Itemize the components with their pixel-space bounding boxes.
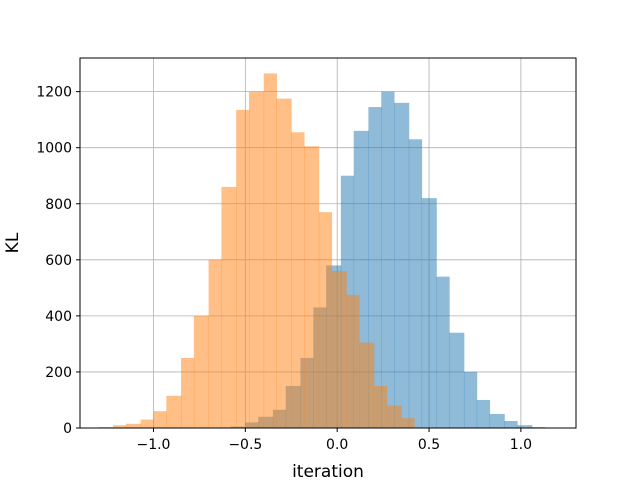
histogram-bar	[504, 420, 518, 428]
histogram-bar	[359, 342, 375, 428]
histogram-bar	[421, 198, 437, 428]
y-tick-label: 1000	[36, 141, 72, 157]
histogram-bar	[263, 73, 277, 429]
x-tick-label: −1.0	[136, 437, 170, 453]
histogram-bar	[373, 385, 388, 428]
axis-ticks: −1.0 −0.5 0.0 0.5 1.0 0 200 400 600 800 1000 1200	[36, 85, 532, 453]
y-tick-label: 200	[45, 365, 72, 381]
x-tick-label: 0.0	[326, 437, 348, 453]
x-tick-label: −0.5	[228, 437, 262, 453]
y-tick-label: 800	[45, 197, 72, 213]
histogram-bar	[221, 186, 237, 428]
y-tick-label: 400	[45, 309, 72, 325]
histogram-bar	[401, 418, 415, 428]
plot-frame	[79, 57, 577, 429]
histogram-bar	[125, 423, 142, 428]
y-tick-label: 0	[63, 421, 72, 437]
histogram-bar	[208, 259, 222, 428]
histogram-bar	[408, 139, 423, 428]
histogram-bar	[153, 411, 167, 428]
histogram-bar	[140, 419, 154, 428]
histogram-bar	[236, 109, 250, 428]
histogram-bar	[386, 405, 402, 428]
histogram-bar	[276, 98, 292, 429]
x-tick-label: 1.0	[510, 437, 532, 453]
histogram-bar	[517, 425, 533, 428]
histogram-bar	[181, 357, 195, 428]
histogram-bar	[346, 294, 360, 428]
histogram-bar	[394, 102, 410, 429]
histogram-bar	[476, 399, 491, 428]
histogram-bar	[113, 425, 127, 428]
histogram-bar	[463, 371, 478, 428]
histogram-bar	[489, 413, 505, 428]
histogram-bar	[166, 395, 182, 428]
histogram-bar	[193, 315, 209, 428]
y-tick-label: 600	[45, 253, 72, 269]
y-axis-label: KL	[3, 232, 23, 253]
histogram-bar	[304, 146, 320, 428]
histogram-bar	[249, 91, 265, 429]
histogram-bar	[331, 271, 347, 428]
x-axis-label: iteration	[292, 462, 364, 480]
histogram-bars	[98, 73, 546, 429]
histogram-bar	[449, 332, 465, 428]
histogram-bar	[291, 132, 305, 428]
histogram-bar	[381, 91, 395, 429]
histogram-series-2	[98, 73, 415, 429]
x-tick-label: 0.5	[418, 437, 440, 453]
y-tick-label: 1200	[36, 85, 72, 101]
histogram-bar	[436, 276, 450, 428]
histogram-bar	[318, 212, 333, 428]
